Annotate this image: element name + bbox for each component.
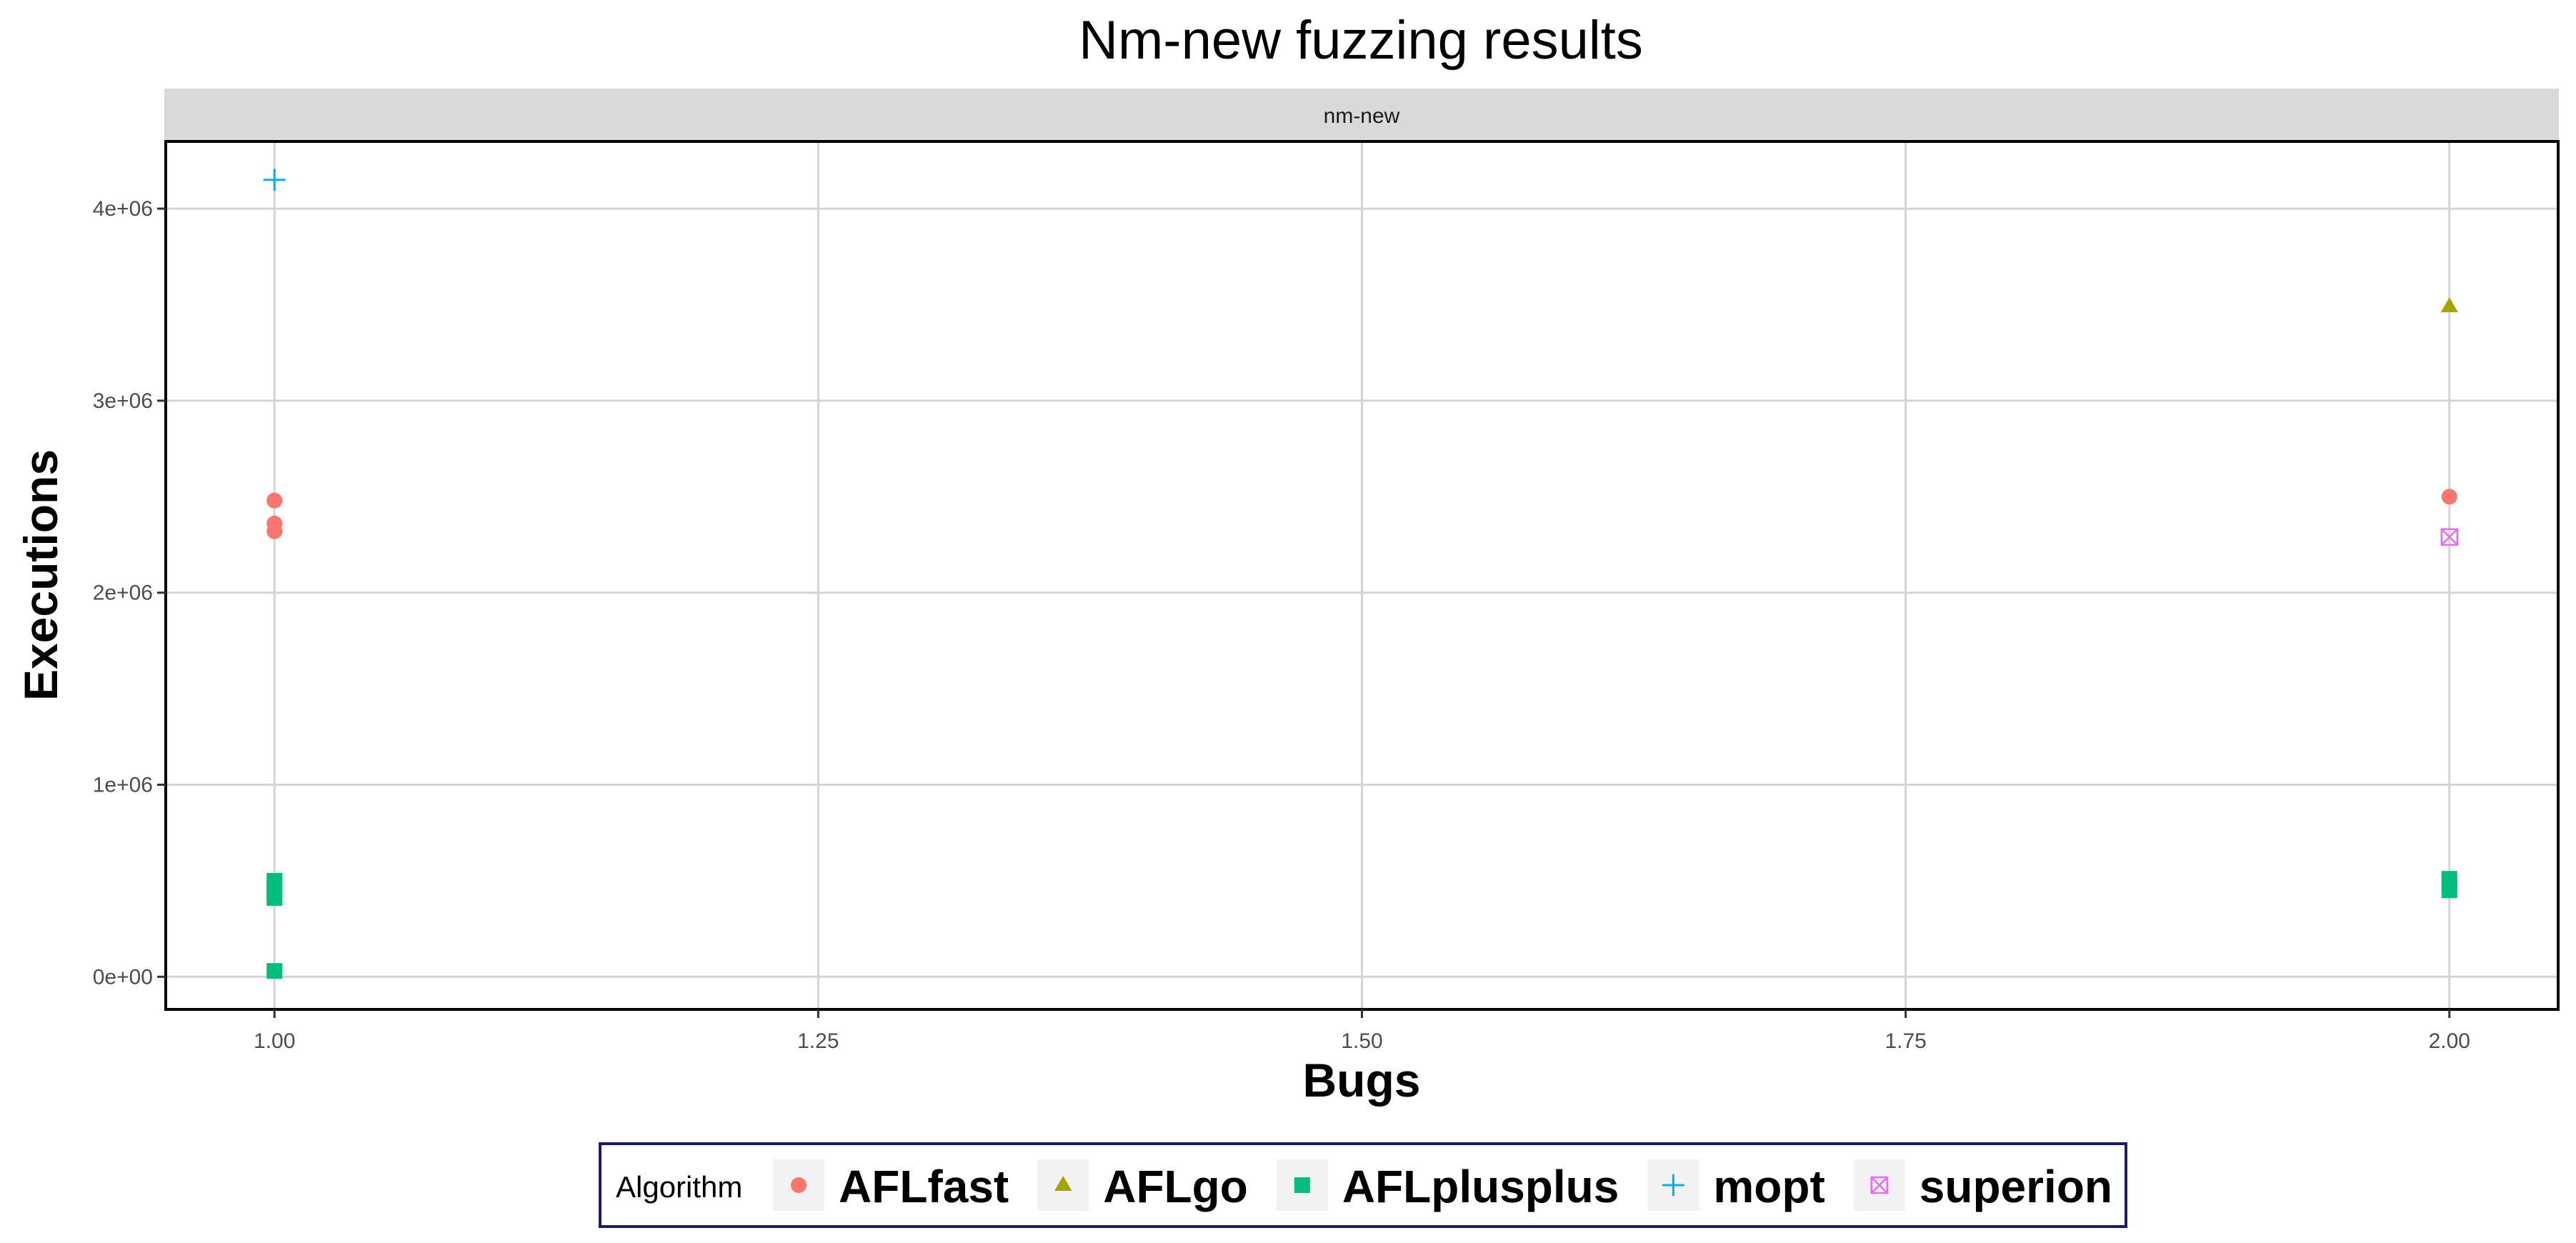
y-axis: 0e+00 1e+06 2e+06 3e+06 4e+06	[93, 197, 166, 989]
legend-label: AFLplusplus	[1342, 1161, 1619, 1212]
legend-title: Algorithm	[616, 1170, 742, 1204]
x-axis: 1.00 1.25 1.50 1.75 2.00	[254, 1009, 2470, 1053]
facet-strip	[164, 89, 2559, 141]
x-axis-title: Bugs	[1303, 1054, 1421, 1107]
y-tick-label: 2e+06	[93, 581, 153, 605]
point-aflplusplus	[2441, 882, 2457, 899]
legend-key-aflgo-icon	[1054, 1176, 1072, 1191]
legend-item-mopt: mopt	[1647, 1159, 1825, 1212]
legend-label: AFLgo	[1103, 1161, 1248, 1212]
legend-key-mopt-icon	[1662, 1174, 1684, 1197]
legend-items: AFLfast AFLgo AFLplusplus mopt superion	[773, 1159, 2112, 1212]
facet-strip-label: nm-new	[1324, 104, 1400, 128]
legend-item-superion: superion	[1853, 1159, 2112, 1212]
data-points	[263, 169, 2459, 979]
legend-label: mopt	[1713, 1161, 1824, 1212]
chart-title: Nm-new fuzzing results	[1079, 10, 1643, 71]
legend-item-aflgo: AFLgo	[1037, 1159, 1248, 1212]
grid-lines	[166, 141, 2558, 1009]
y-tick-label: 0e+00	[93, 965, 153, 989]
point-aflfast	[266, 492, 283, 509]
legend-item-aflfast: AFLfast	[773, 1159, 1009, 1212]
point-aflfast	[2441, 489, 2457, 505]
x-tick-label: 1.50	[1341, 1029, 1382, 1053]
legend-label: superion	[1919, 1161, 2112, 1212]
y-axis-title: Executions	[14, 449, 67, 701]
x-tick-label: 1.00	[254, 1029, 295, 1053]
legend-key-aflfast-icon	[791, 1177, 807, 1193]
point-aflplusplus	[266, 963, 283, 979]
legend: Algorithm AFLfast AFLgo AFLplusplus mopt sup…	[599, 1142, 2127, 1228]
point-aflplusplus	[266, 890, 283, 907]
y-tick-label: 1e+06	[93, 773, 153, 797]
point-mopt	[263, 169, 286, 191]
y-tick-label: 4e+06	[93, 197, 153, 221]
legend-item-aflplusplus: AFLplusplus	[1276, 1159, 1619, 1212]
legend-key-aflplusplus-icon	[1294, 1177, 1310, 1193]
x-tick-label: 1.25	[797, 1029, 839, 1053]
x-tick-label: 2.00	[2429, 1029, 2470, 1053]
legend-key-superion-icon	[1870, 1176, 1888, 1194]
point-aflgo	[2440, 297, 2458, 313]
point-superion	[2440, 528, 2459, 546]
point-aflfast	[266, 523, 283, 539]
x-tick-label: 1.75	[1884, 1029, 1926, 1053]
y-tick-label: 3e+06	[93, 389, 153, 413]
legend-label: AFLfast	[839, 1161, 1009, 1212]
